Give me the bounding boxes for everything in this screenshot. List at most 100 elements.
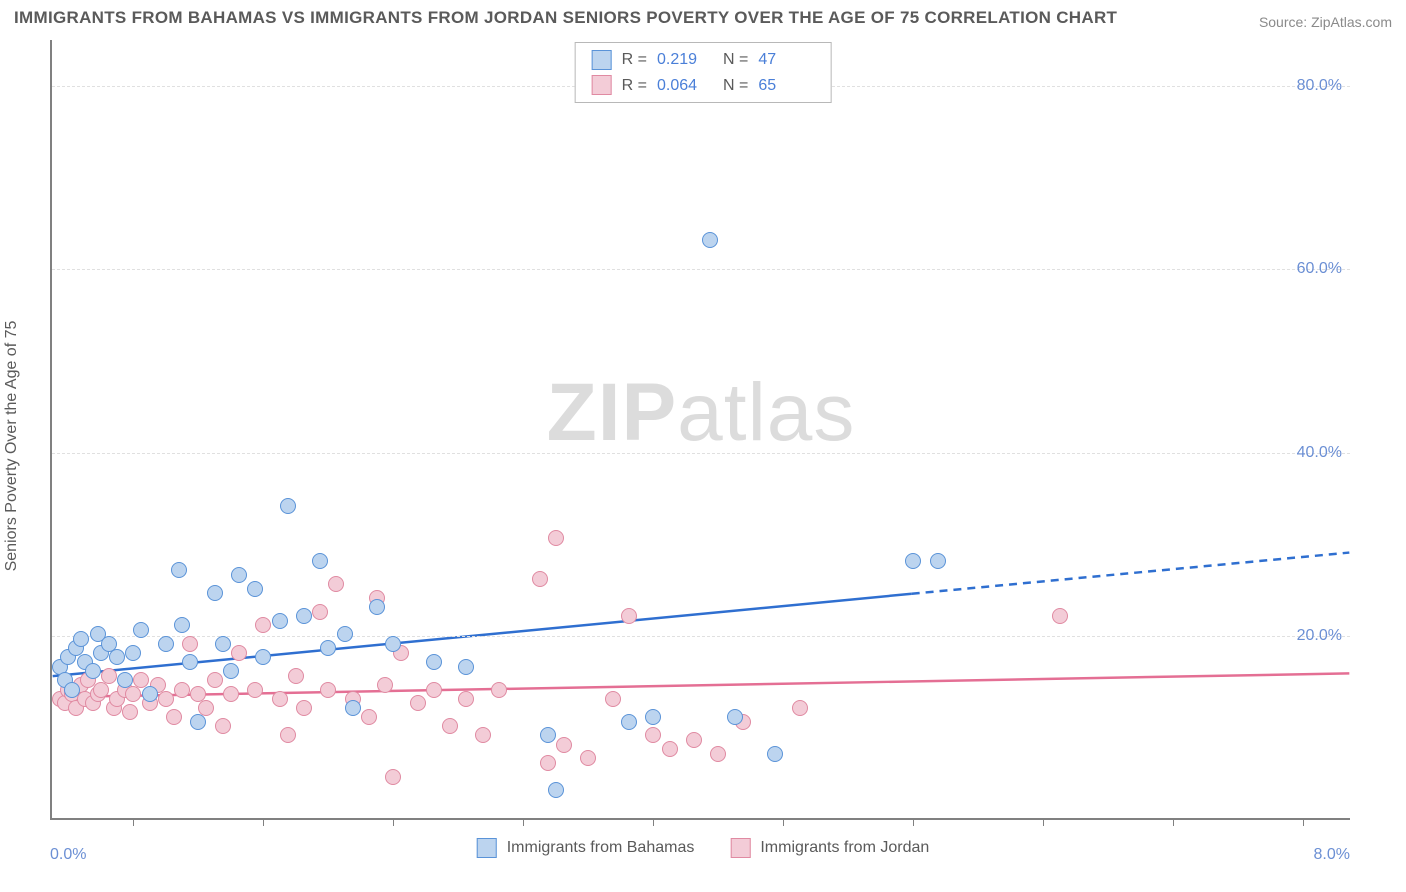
scatter-point [548, 530, 564, 546]
x-axis-min-label: 0.0% [50, 846, 86, 864]
scatter-point [280, 727, 296, 743]
scatter-point [686, 732, 702, 748]
scatter-point [174, 682, 190, 698]
scatter-point [312, 604, 328, 620]
scatter-point [328, 576, 344, 592]
y-tick-label: 40.0% [1297, 444, 1342, 462]
scatter-point [117, 672, 133, 688]
watermark-zip: ZIP [547, 367, 678, 458]
x-tick [1043, 818, 1044, 826]
gridline [52, 453, 1350, 454]
scatter-point [442, 718, 458, 734]
scatter-point [182, 654, 198, 670]
stats-legend-row: R =0.219N =47 [592, 47, 815, 73]
scatter-point [426, 682, 442, 698]
x-tick [1173, 818, 1174, 826]
scatter-point [621, 608, 637, 624]
scatter-point [702, 232, 718, 248]
legend-swatch [592, 50, 612, 70]
scatter-point [532, 571, 548, 587]
scatter-point [792, 700, 808, 716]
scatter-point [247, 682, 263, 698]
series-name: Immigrants from Jordan [760, 839, 929, 857]
scatter-point [475, 727, 491, 743]
scatter-point [320, 640, 336, 656]
scatter-point [122, 704, 138, 720]
scatter-point [207, 672, 223, 688]
bottom-legend-item: Immigrants from Bahamas [477, 838, 695, 858]
scatter-point [710, 746, 726, 762]
scatter-point [767, 746, 783, 762]
legend-swatch [730, 838, 750, 858]
r-label: R = [622, 47, 647, 73]
scatter-point [174, 617, 190, 633]
x-tick [653, 818, 654, 826]
scatter-point [645, 727, 661, 743]
stats-legend-row: R = 0.064 N = 65 [592, 73, 815, 99]
x-tick [913, 818, 914, 826]
trend-line [912, 553, 1350, 594]
x-tick [393, 818, 394, 826]
scatter-point [605, 691, 621, 707]
scatter-point [377, 677, 393, 693]
scatter-point [345, 700, 361, 716]
n-value: 65 [758, 73, 814, 99]
gridline [52, 636, 1350, 637]
gridline [52, 269, 1350, 270]
chart-title: IMMIGRANTS FROM BAHAMAS VS IMMIGRANTS FR… [14, 8, 1117, 28]
scatter-point [727, 709, 743, 725]
scatter-point [272, 691, 288, 707]
scatter-point [231, 645, 247, 661]
scatter-point [125, 645, 141, 661]
scatter-point [247, 581, 263, 597]
scatter-point [905, 553, 921, 569]
scatter-point [158, 636, 174, 652]
scatter-point [361, 709, 377, 725]
scatter-point [580, 750, 596, 766]
scatter-point [171, 562, 187, 578]
y-tick-label: 20.0% [1297, 627, 1342, 645]
scatter-point [621, 714, 637, 730]
scatter-point [312, 553, 328, 569]
n-value: 47 [758, 47, 814, 73]
scatter-point [215, 636, 231, 652]
r-label: R = [622, 73, 647, 99]
x-tick [783, 818, 784, 826]
y-tick-label: 80.0% [1297, 77, 1342, 95]
scatter-point [662, 741, 678, 757]
scatter-point [166, 709, 182, 725]
trend-lines-svg [52, 40, 1350, 818]
stats-legend: R =0.219N =47R =0.064N =65 [575, 42, 832, 103]
scatter-point [207, 585, 223, 601]
watermark-atlas: atlas [677, 367, 855, 458]
scatter-point [231, 567, 247, 583]
scatter-point [190, 714, 206, 730]
x-axis-max-label: 8.0% [1314, 846, 1350, 864]
source-attribution: Source: ZipAtlas.com [1259, 14, 1392, 30]
scatter-point [548, 782, 564, 798]
n-label: N = [723, 73, 748, 99]
scatter-point [540, 727, 556, 743]
watermark: ZIPatlas [547, 366, 856, 460]
scatter-point [223, 686, 239, 702]
scatter-point [540, 755, 556, 771]
scatter-point [930, 553, 946, 569]
scatter-point [142, 686, 158, 702]
scatter-point [158, 691, 174, 707]
scatter-point [101, 668, 117, 684]
bottom-legend-item: Immigrants from Jordan [730, 838, 929, 858]
plot-area: ZIPatlas 20.0% 40.0% 60.0% 80.0% [50, 40, 1350, 820]
legend-swatch [477, 838, 497, 858]
scatter-point [296, 700, 312, 716]
scatter-point [369, 599, 385, 615]
y-tick-label: 60.0% [1297, 260, 1342, 278]
scatter-point [410, 695, 426, 711]
n-label: N = [723, 47, 748, 73]
r-value: 0.064 [657, 73, 713, 99]
scatter-point [385, 636, 401, 652]
x-tick [1303, 818, 1304, 826]
scatter-point [645, 709, 661, 725]
scatter-point [385, 769, 401, 785]
scatter-point [255, 649, 271, 665]
x-tick [263, 818, 264, 826]
